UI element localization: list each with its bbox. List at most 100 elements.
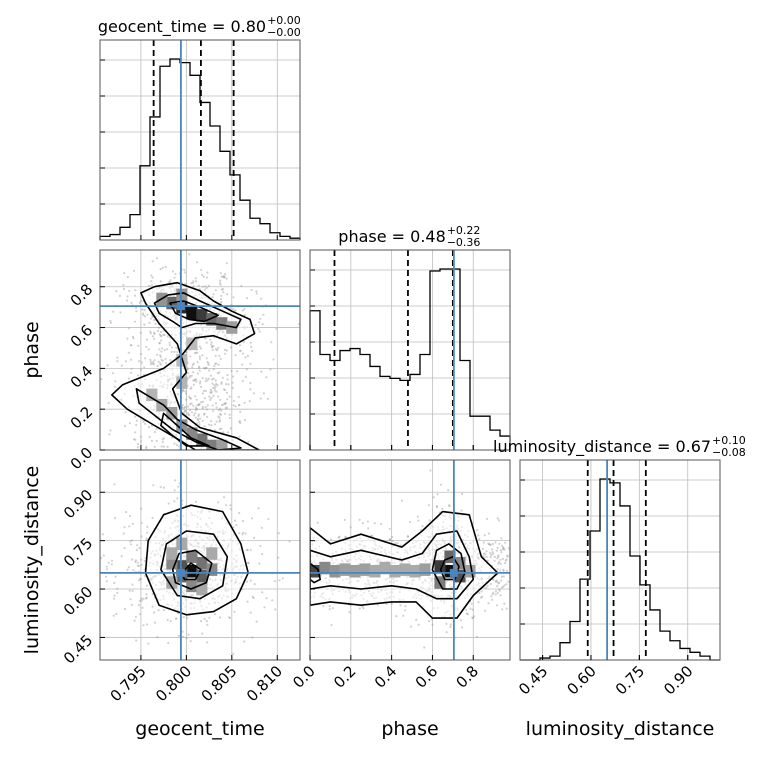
scatter-point — [184, 390, 187, 393]
scatter-point — [263, 606, 266, 609]
scatter-point — [173, 350, 176, 353]
hist2d-bin — [409, 565, 421, 578]
scatter-point — [503, 602, 506, 605]
scatter-point — [249, 611, 252, 614]
scatter-point — [502, 547, 505, 550]
scatter-point — [134, 306, 138, 309]
hist2d-bin — [464, 565, 476, 578]
scatter-point — [261, 323, 264, 326]
scatter-point — [234, 354, 237, 357]
scatter-point — [241, 533, 244, 536]
hist2d-bin — [166, 557, 178, 570]
scatter-point — [218, 616, 222, 619]
scatter-point — [349, 526, 352, 529]
scatter-point — [427, 504, 430, 507]
scatter-point — [201, 354, 204, 357]
scatter-point — [153, 332, 156, 335]
scatter-point — [157, 609, 160, 612]
scatter-point — [201, 632, 204, 635]
truth-marker — [449, 568, 458, 577]
scatter-point — [139, 577, 142, 581]
scatter-point — [331, 607, 334, 610]
scatter-point — [211, 296, 214, 299]
scatter-point — [128, 289, 131, 292]
scatter-point — [151, 605, 154, 608]
scatter-point — [225, 504, 228, 507]
scatter-point — [87, 257, 89, 259]
scatter-point — [151, 362, 154, 365]
scatter-point — [220, 294, 223, 297]
hist2d-bin — [206, 563, 218, 576]
scatter-point — [478, 537, 481, 541]
scatter-point — [158, 333, 161, 336]
scatter-point — [216, 372, 219, 375]
scatter-point — [246, 548, 249, 551]
scatter-point — [114, 575, 117, 578]
scatter-point — [391, 535, 394, 539]
scatter-point — [182, 388, 185, 391]
scatter-point — [238, 420, 241, 423]
scatter-point — [216, 384, 219, 387]
density-panel-luminosity_distance_vs_geocent_time — [100, 460, 300, 660]
scatter-point — [186, 366, 189, 369]
scatter-point — [205, 341, 208, 344]
scatter-point — [199, 347, 203, 350]
scatter-point — [489, 552, 492, 555]
scatter-point — [204, 366, 207, 370]
scatter-point — [168, 341, 171, 344]
scatter-point — [514, 555, 516, 557]
x-tick-label: 0.8 — [452, 662, 482, 692]
scatter-point — [149, 332, 152, 335]
scatter-point — [129, 344, 132, 347]
scatter-point — [155, 244, 157, 246]
scatter-point — [257, 327, 260, 331]
scatter-point — [361, 522, 365, 525]
scatter-point — [380, 522, 383, 526]
scatter-point — [209, 388, 212, 391]
scatter-point — [134, 289, 137, 292]
scatter-point — [162, 609, 165, 612]
x-axis-label-phase: phase — [381, 718, 438, 740]
scatter-point — [128, 422, 132, 425]
scatter-point — [105, 568, 108, 571]
scatter-point — [157, 326, 161, 329]
scatter-point — [176, 351, 179, 354]
scatter-point — [203, 456, 205, 458]
scatter-point — [188, 414, 191, 417]
scatter-point — [388, 538, 391, 541]
scatter-point — [490, 595, 493, 598]
scatter-point — [140, 299, 143, 302]
scatter-point — [251, 349, 254, 353]
scatter-point — [159, 362, 162, 365]
scatter-point — [201, 407, 204, 410]
scatter-point — [145, 597, 148, 600]
scatter-point — [132, 569, 135, 572]
scatter-point — [461, 492, 464, 495]
scatter-point — [229, 508, 232, 511]
scatter-point — [204, 288, 207, 291]
scatter-point — [491, 593, 494, 596]
histogram-panel-geocent_time — [99, 39, 301, 241]
scatter-point — [218, 371, 221, 374]
scatter-point — [210, 390, 213, 393]
scatter-point — [500, 579, 503, 582]
scatter-point — [232, 404, 235, 407]
scatter-point — [211, 378, 214, 381]
scatter-point — [203, 425, 206, 428]
scatter-point — [229, 504, 232, 507]
scatter-point — [270, 341, 273, 344]
scatter-point — [186, 371, 190, 375]
scatter-point — [220, 275, 223, 278]
scatter-point — [159, 354, 162, 357]
scatter-point — [201, 273, 204, 276]
scatter-point — [195, 407, 198, 410]
hist2d-bin — [359, 563, 371, 576]
scatter-point — [253, 583, 256, 586]
title-text: phase = 0.48 — [338, 227, 445, 246]
scatter-point — [226, 374, 229, 377]
scatter-point — [502, 546, 505, 549]
x-tick-label: 0.800 — [152, 662, 195, 705]
scatter-point — [488, 543, 491, 546]
scatter-point — [322, 605, 325, 608]
scatter-point — [95, 395, 97, 397]
